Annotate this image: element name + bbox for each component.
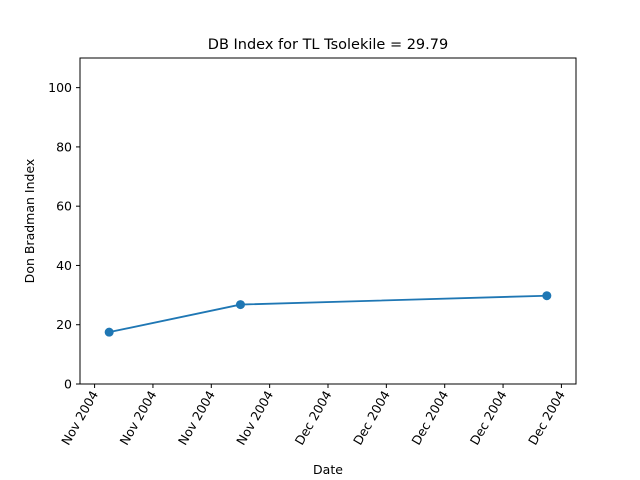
plot-frame bbox=[79, 57, 577, 385]
y-tick-label: 20 bbox=[56, 317, 72, 332]
data-point bbox=[104, 327, 114, 337]
y-axis-label: Don Bradman Index bbox=[22, 159, 37, 284]
x-axis-label: Date bbox=[313, 462, 343, 477]
y-tick-label: 40 bbox=[56, 258, 72, 273]
y-tick-label: 60 bbox=[56, 199, 72, 214]
y-tick-label: 0 bbox=[64, 377, 72, 392]
y-tick-label: 80 bbox=[56, 139, 72, 154]
chart-title: DB Index for TL Tsolekile = 29.79 bbox=[208, 37, 448, 53]
data-point bbox=[542, 291, 552, 301]
y-tick-label: 100 bbox=[48, 80, 72, 95]
data-point bbox=[235, 300, 245, 310]
